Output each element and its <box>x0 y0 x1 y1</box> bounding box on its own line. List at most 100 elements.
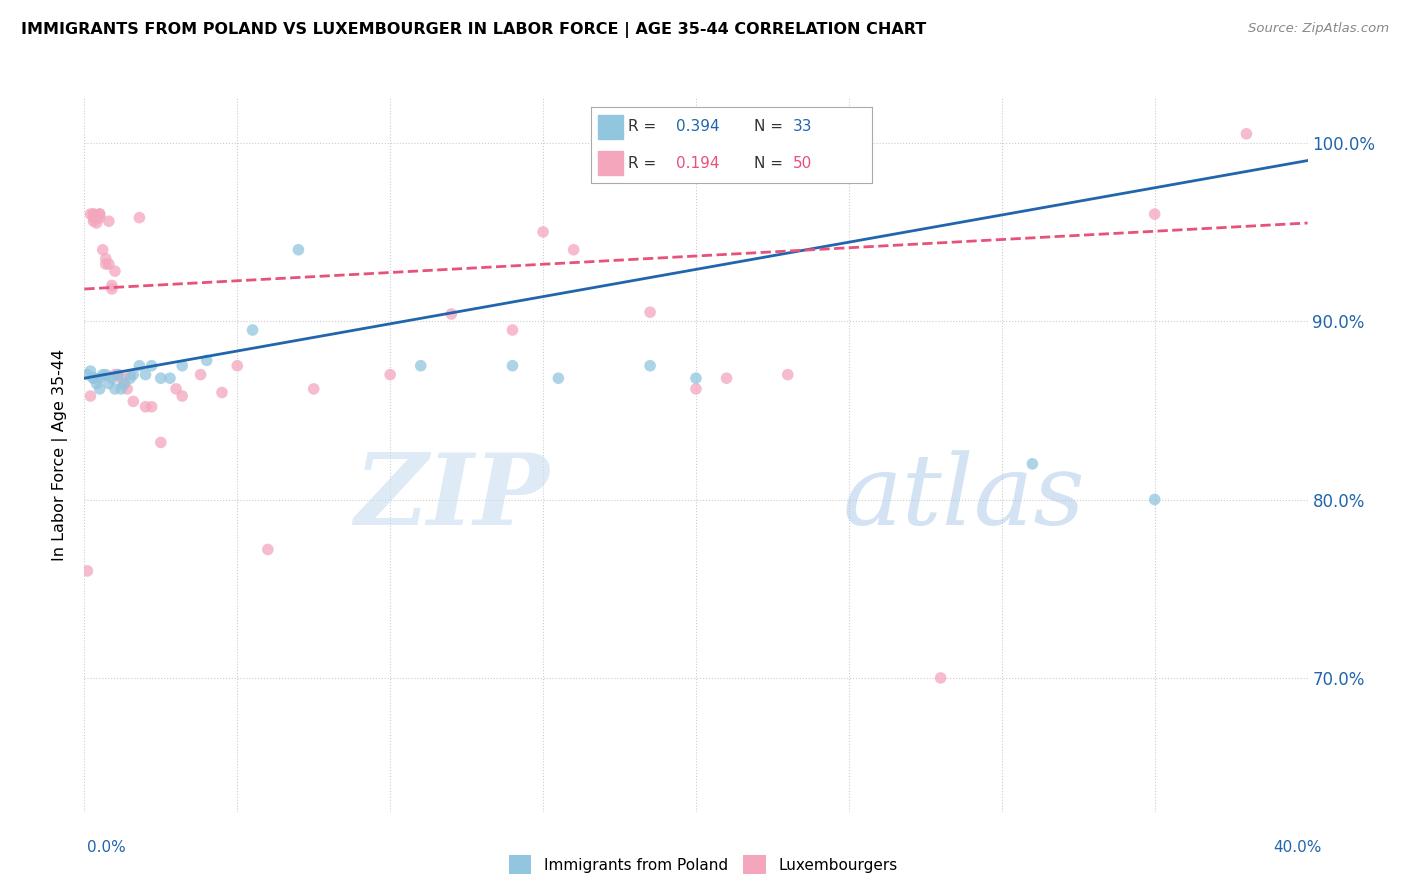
Point <box>104 368 127 382</box>
Bar <box>598 151 623 175</box>
Point <box>638 305 661 319</box>
Point <box>1143 492 1166 507</box>
Point <box>141 400 163 414</box>
Point <box>89 382 111 396</box>
Point <box>135 400 157 414</box>
Point <box>112 376 135 391</box>
Text: N =: N = <box>754 155 783 170</box>
Text: 0.394: 0.394 <box>676 120 720 135</box>
Point <box>562 243 585 257</box>
Point <box>165 382 187 396</box>
Point <box>79 364 101 378</box>
Text: R =: R = <box>628 155 657 170</box>
Point <box>76 564 98 578</box>
Point <box>104 382 127 396</box>
Point <box>128 211 150 225</box>
Point <box>135 368 157 382</box>
Point <box>97 376 120 391</box>
Point <box>122 394 145 409</box>
Point <box>226 359 249 373</box>
Point <box>89 371 111 385</box>
Point <box>94 252 117 266</box>
Point <box>1143 207 1166 221</box>
Point <box>929 671 952 685</box>
Point <box>122 368 145 382</box>
Point <box>120 368 142 382</box>
Point <box>83 214 105 228</box>
Point <box>83 371 105 385</box>
Point <box>110 382 132 396</box>
Point <box>104 264 127 278</box>
Point <box>149 435 172 450</box>
Point <box>776 368 799 382</box>
Point <box>685 382 707 396</box>
Point <box>409 359 432 373</box>
Point <box>83 207 105 221</box>
Point <box>83 371 105 385</box>
Point <box>89 211 111 225</box>
Text: 50: 50 <box>793 155 813 170</box>
Y-axis label: In Labor Force | Age 35-44: In Labor Force | Age 35-44 <box>52 349 69 561</box>
Text: 0.194: 0.194 <box>676 155 720 170</box>
Point <box>101 282 124 296</box>
Point <box>1021 457 1043 471</box>
Bar <box>598 115 623 139</box>
Text: Source: ZipAtlas.com: Source: ZipAtlas.com <box>1249 22 1389 36</box>
Point <box>1236 127 1258 141</box>
Point <box>149 371 172 385</box>
Point <box>86 211 108 225</box>
Point <box>101 278 124 293</box>
Point <box>76 368 98 382</box>
Point <box>86 216 108 230</box>
Point <box>287 243 309 257</box>
Text: IMMIGRANTS FROM POLAND VS LUXEMBOURGER IN LABOR FORCE | AGE 35-44 CORRELATION CH: IMMIGRANTS FROM POLAND VS LUXEMBOURGER I… <box>21 22 927 38</box>
Point <box>257 542 280 557</box>
Point <box>83 207 105 221</box>
Point <box>531 225 554 239</box>
Point <box>502 323 524 337</box>
Point <box>716 371 738 385</box>
Point <box>86 376 108 391</box>
Point <box>380 368 402 382</box>
Text: 33: 33 <box>793 120 813 135</box>
Point <box>115 382 138 396</box>
Point <box>79 389 101 403</box>
Point <box>159 371 181 385</box>
Point <box>91 243 114 257</box>
Text: N =: N = <box>754 120 783 135</box>
Point <box>97 257 120 271</box>
Point <box>112 376 135 391</box>
Point <box>83 211 105 225</box>
Point <box>107 368 129 382</box>
Point <box>547 371 569 385</box>
Point <box>101 371 124 385</box>
Point <box>91 368 114 382</box>
Point <box>302 382 325 396</box>
Text: 0.0%: 0.0% <box>87 840 127 855</box>
Point <box>172 359 194 373</box>
Point <box>89 207 111 221</box>
Point <box>440 307 463 321</box>
Text: ZIP: ZIP <box>354 450 550 546</box>
Point <box>97 214 120 228</box>
Point <box>502 359 524 373</box>
Text: 40.0%: 40.0% <box>1274 840 1322 855</box>
Point <box>128 359 150 373</box>
Point <box>141 359 163 373</box>
Point <box>94 257 117 271</box>
Point <box>89 207 111 221</box>
Point <box>107 368 129 382</box>
Point <box>242 323 264 337</box>
Text: atlas: atlas <box>842 450 1085 545</box>
Point <box>172 389 194 403</box>
Point <box>190 368 212 382</box>
Legend: Immigrants from Poland, Luxembourgers: Immigrants from Poland, Luxembourgers <box>502 849 904 880</box>
Point <box>195 353 218 368</box>
Point <box>110 371 132 385</box>
Point <box>94 368 117 382</box>
Point <box>79 207 101 221</box>
Text: R =: R = <box>628 120 657 135</box>
Point <box>120 371 142 385</box>
Point <box>638 359 661 373</box>
Point <box>685 371 707 385</box>
